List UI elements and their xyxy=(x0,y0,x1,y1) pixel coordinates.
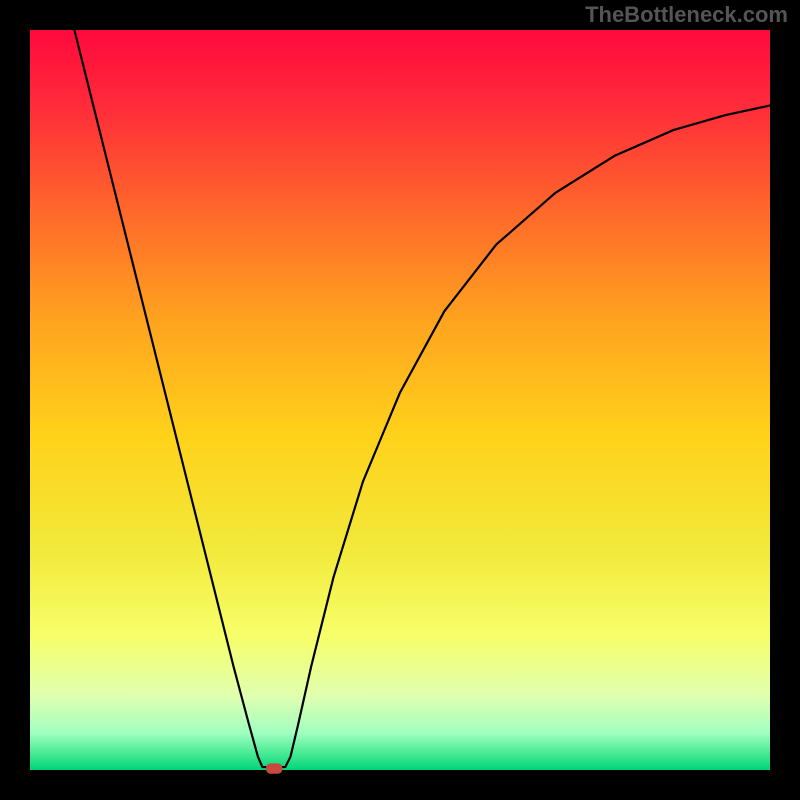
chart-frame: TheBottleneck.com xyxy=(0,0,800,800)
optimum-marker xyxy=(266,763,282,773)
bottleneck-chart xyxy=(0,0,800,800)
plot-background xyxy=(30,30,770,770)
watermark-text: TheBottleneck.com xyxy=(585,2,788,28)
